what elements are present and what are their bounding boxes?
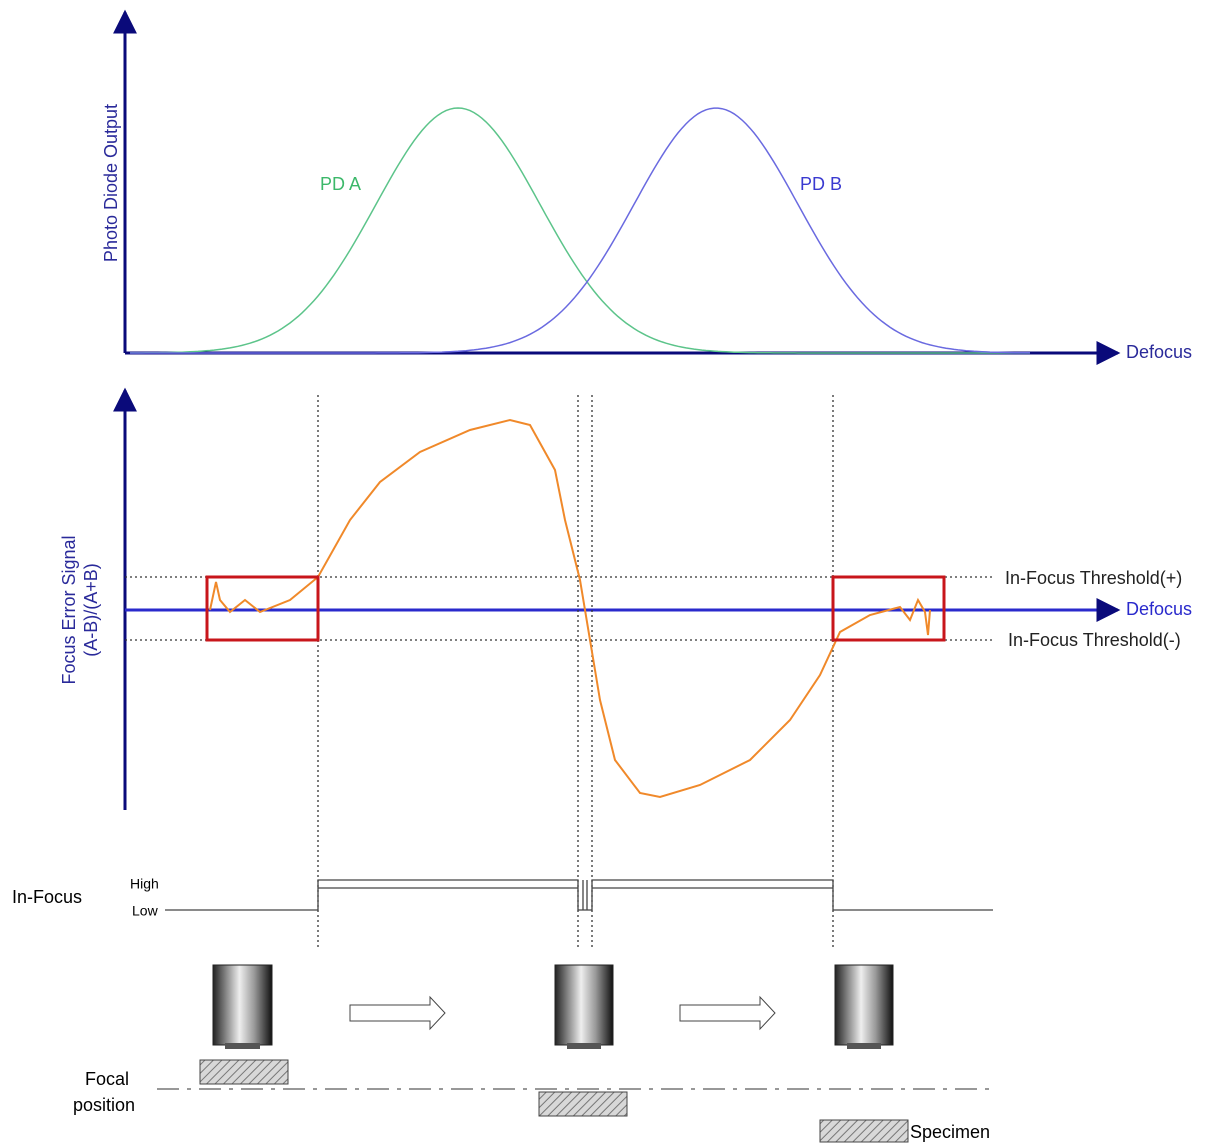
y-axis-label: Photo Diode Output (101, 104, 121, 262)
top-plot: Photo Diode Output Defocus PD A PD B (101, 9, 1192, 365)
level-label: Low (132, 903, 159, 919)
level-label: High (130, 876, 159, 892)
specimen-label: Specimen (910, 1122, 990, 1142)
x-axis-label: Defocus (1126, 342, 1192, 362)
guides (125, 395, 995, 950)
focal-label: position (73, 1095, 135, 1115)
focus-box (205, 575, 320, 642)
threshold-label: In-Focus Threshold(+) (1005, 568, 1182, 588)
pd-a-curve (130, 107, 1030, 354)
signal-label: In-Focus (12, 887, 82, 907)
focus-box (831, 575, 946, 642)
y-axis-label: Focus Error Signal (59, 535, 79, 684)
objectives: Focal position Specimen (73, 964, 995, 1143)
threshold-label: In-Focus Threshold(-) (1008, 630, 1181, 650)
curve-label: PD A (320, 174, 361, 194)
curve-label: PD B (800, 174, 842, 194)
in-focus-signal: In-Focus High Low (12, 876, 993, 919)
error-plot: Focus Error Signal (A-B)/(A+B) Defocus I… (59, 387, 1192, 950)
focal-label: Focal (85, 1069, 129, 1089)
pd-b-curve (130, 107, 1030, 354)
x-axis-label: Defocus (1126, 599, 1192, 619)
error-curve (209, 418, 931, 799)
y-axis-label: (A-B)/(A+B) (81, 563, 101, 657)
